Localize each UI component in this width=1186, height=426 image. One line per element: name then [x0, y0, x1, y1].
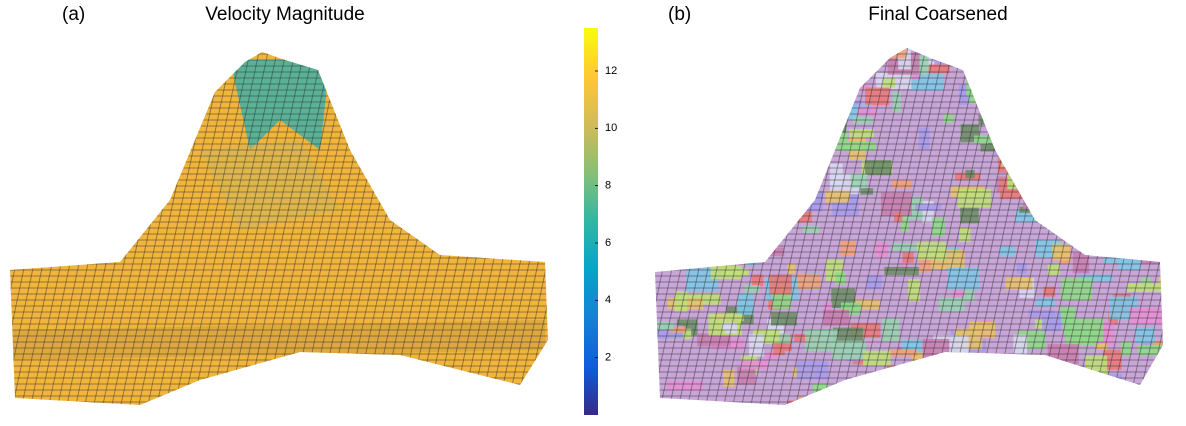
panel-title: Velocity Magnitude	[205, 4, 365, 25]
figure: (a) Velocity Magnitude (b) Final Coarsen…	[0, 0, 1186, 426]
velocity-mesh	[0, 40, 560, 420]
panel-label: (b)	[668, 4, 691, 25]
tick-label: 2	[605, 352, 611, 364]
tick-label: 12	[605, 65, 617, 77]
tick-label: 6	[605, 237, 611, 249]
tick-label: 4	[605, 294, 611, 306]
panel-title: Final Coarsened	[868, 4, 1007, 25]
tick-label: 10	[605, 122, 617, 134]
colorbar	[584, 28, 598, 415]
panel-label: (a)	[62, 4, 85, 25]
tick-label: 8	[605, 180, 611, 192]
coarsened-mesh	[640, 40, 1186, 426]
